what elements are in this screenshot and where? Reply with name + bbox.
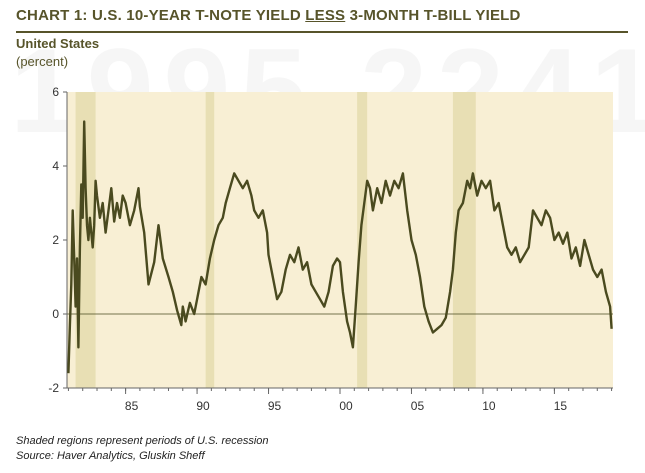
title-suffix: 3-MONTH T-BILL YIELD (345, 7, 521, 24)
x-tick-label: 10 (482, 399, 496, 413)
plot-area: -2 0 2 4 6 85 90 95 00 05 10 15 (48, 85, 613, 413)
x-tick-label: 85 (125, 399, 139, 413)
x-tick-label: 90 (196, 399, 210, 413)
y-tick-label: 4 (52, 159, 59, 173)
x-tick-label: 95 (268, 399, 282, 413)
x-tick-label: 00 (339, 399, 353, 413)
title-prefix: CHART 1: U.S. 10-YEAR T-NOTE YIELD (16, 7, 306, 24)
y-tick-label: -2 (48, 381, 59, 395)
x-tick-label: 15 (554, 399, 568, 413)
title-rule (16, 31, 628, 33)
y-tick-label: 0 (52, 307, 59, 321)
y-tick-label: 6 (52, 85, 59, 99)
chart-subtitle: United States (16, 36, 100, 51)
footnote-recession: Shaded regions represent periods of U.S.… (16, 435, 269, 447)
chart-title: CHART 1: U.S. 10-YEAR T-NOTE YIELD LESS … (16, 7, 521, 24)
plot-background (67, 92, 613, 388)
recession-band (205, 92, 215, 388)
chart-unit: (percent) (16, 54, 69, 69)
x-tick-label: 05 (411, 399, 425, 413)
recession-band (357, 92, 368, 388)
footnote-source: Source: Haver Analytics, Gluskin Sheff (16, 450, 205, 462)
y-tick-label: 2 (52, 233, 59, 247)
title-emphasis: LESS (305, 7, 346, 24)
series-line (67, 120, 613, 374)
